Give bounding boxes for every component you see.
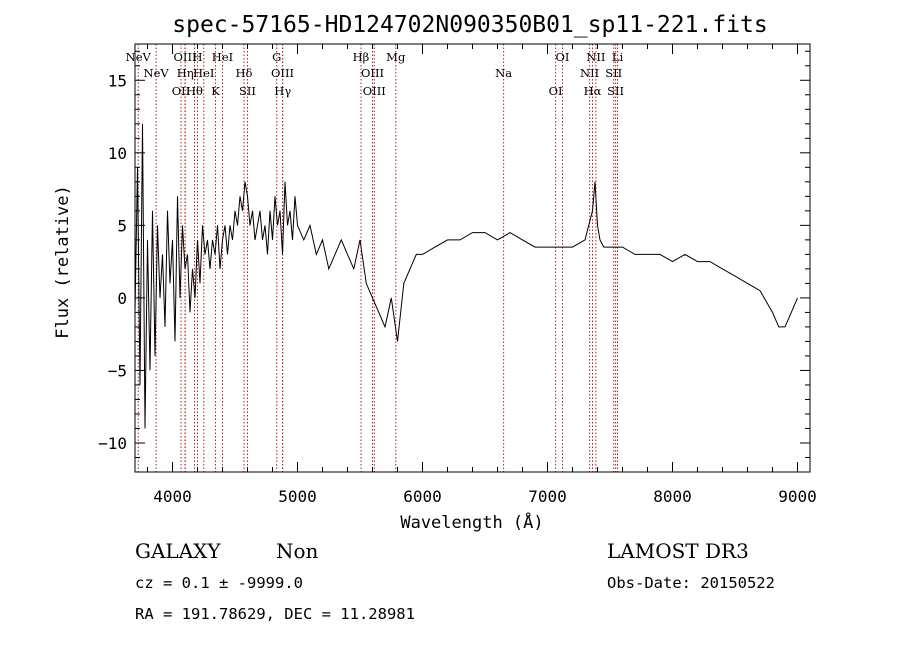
spectral-line-label: OIII [361, 66, 384, 80]
spectral-line-label: NeV [144, 66, 170, 80]
y-tick-label: 10 [108, 144, 127, 163]
spectral-line-label: SII [605, 66, 622, 80]
spectral-line-label: SII [607, 84, 624, 98]
spectral-line-label: OI [556, 50, 570, 64]
object-subclass: Non [276, 539, 319, 563]
coordinates-readout: RA = 191.78629, DEC = 11.28981 [135, 605, 415, 623]
spectral-line-label: SII [239, 84, 256, 98]
spectral-line-label: OI [549, 84, 563, 98]
spectral-line-label: G [272, 50, 281, 64]
spectral-line-label: Hδ [236, 66, 253, 80]
spectral-line-label: H [192, 50, 202, 64]
spectral-line-label: Mg [386, 50, 406, 64]
y-axis-ticks: −10 −5 0 5 10 15 [98, 50, 810, 473]
spectral-line-label: NeV [126, 50, 152, 64]
x-tick-label: 7000 [528, 487, 567, 506]
spectral-line-label: Hγ [274, 84, 291, 98]
spectral-line-label: OII [172, 84, 191, 98]
x-tick-label: 6000 [403, 487, 442, 506]
x-axis-ticks: 4000 5000 6000 7000 8000 9000 [147, 44, 817, 506]
x-axis-label: Wavelength (Å) [400, 511, 543, 533]
x-tick-label: 4000 [153, 487, 192, 506]
redshift-readout: cz = 0.1 ± -9999.0 [135, 574, 303, 592]
y-tick-label: 0 [117, 289, 127, 308]
spectrum-line [134, 123, 798, 429]
spectral-line-label: Hη [177, 66, 194, 80]
spectral-line-label: Hθ [186, 84, 203, 98]
spectral-line-label: Li [612, 50, 624, 64]
spectral-line-labels: NeVNeVOIIOIIIHηHθHHeIKHeIHδSIIGOIIIHγHβO… [126, 50, 624, 98]
x-tick-label: 9000 [778, 487, 817, 506]
spectral-line-label: NII [580, 66, 599, 80]
spectral-line-label: OIII [173, 50, 196, 64]
spectral-line-label: K [211, 84, 220, 98]
observation-date: Obs-Date: 20150522 [607, 574, 775, 592]
y-tick-label: −10 [98, 434, 127, 453]
spectral-line-label: Hα [584, 84, 602, 98]
spectral-line-label: Na [495, 66, 512, 80]
x-tick-label: 5000 [278, 487, 317, 506]
y-tick-label: −5 [108, 361, 127, 380]
spectral-line-label: NII [586, 50, 605, 64]
survey-name: LAMOST DR3 [607, 539, 749, 563]
spectral-line-label: OIII [363, 84, 386, 98]
object-class: GALAXY [135, 539, 221, 563]
plot-frame [134, 43, 811, 473]
x-tick-label: 8000 [653, 487, 692, 506]
spectral-line-label: HeI [193, 66, 214, 80]
spectral-line-label: OIII [271, 66, 294, 80]
spectral-line-label: HeI [212, 50, 233, 64]
y-tick-label: 5 [117, 216, 127, 235]
chart-title: spec-57165-HD124702N090350B01_sp11-221.f… [172, 12, 767, 38]
y-axis-label: Flux (relative) [53, 185, 73, 339]
spectral-line-markers [137, 44, 618, 472]
spectrum-series [134, 123, 798, 429]
spectral-line-label: Hβ [353, 50, 370, 64]
y-tick-label: 15 [108, 71, 127, 90]
